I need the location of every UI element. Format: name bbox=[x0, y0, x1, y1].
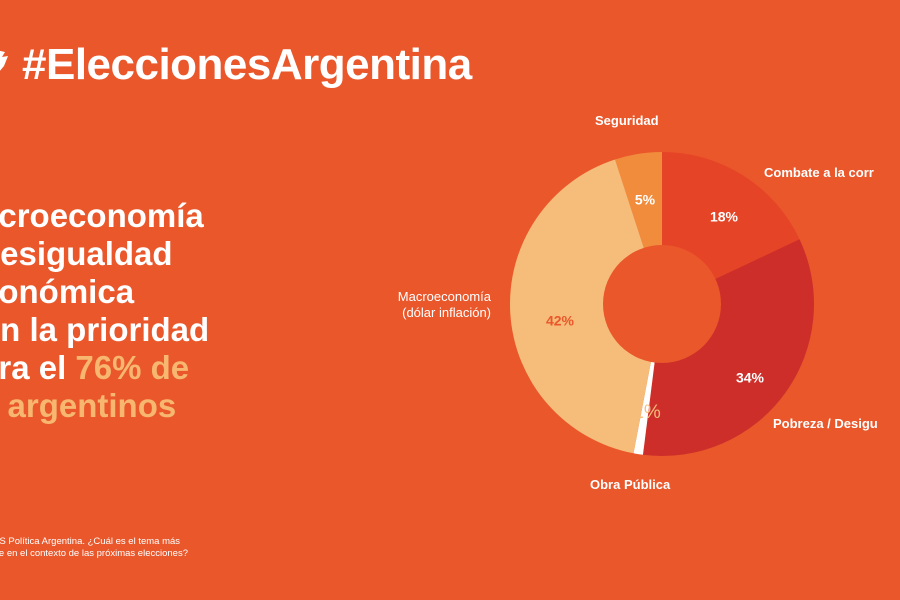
headline-line-6: s argentinos bbox=[0, 387, 177, 424]
category-label-pobreza: Pobreza / Desigu bbox=[773, 416, 878, 431]
category-label-corrupcion: Combate a la corr bbox=[764, 165, 874, 180]
category-label-obra-publica: Obra Pública bbox=[590, 477, 671, 492]
headline: acroeconomía desigualdad conómica on la … bbox=[0, 197, 280, 425]
source-line-2: nte en el contexto de las próximas elecc… bbox=[0, 548, 188, 559]
source-note: TIS Política Argentina. ¿Cuál es el tema… bbox=[0, 536, 188, 560]
headline-highlight: 76% de bbox=[75, 349, 190, 386]
headline-line-4: on la prioridad bbox=[0, 311, 210, 348]
value-label-macroeconomia: 42% bbox=[546, 313, 575, 329]
headline-line-1: acroeconomía bbox=[0, 197, 204, 234]
headline-line-5: ara el 76% de bbox=[0, 349, 280, 387]
donut-hole bbox=[603, 245, 721, 363]
source-line-1: TIS Política Argentina. ¿Cuál es el tema… bbox=[0, 536, 181, 547]
category-label-macroeconomia-1: Macroeconomía bbox=[398, 289, 492, 304]
value-label-obra-publica: 1% bbox=[633, 402, 661, 423]
category-label-macroeconomia-2: (dólar inflación) bbox=[402, 305, 491, 320]
headline-line-2: desigualdad bbox=[0, 235, 173, 272]
headline-line-3: conómica bbox=[0, 273, 135, 310]
value-label-corrupcion: 18% bbox=[710, 209, 739, 225]
hashtag-title: #EleccionesArgentina bbox=[22, 40, 472, 89]
slice-macroeconomia bbox=[509, 159, 662, 454]
headline-line-5-prefix: ara el bbox=[0, 349, 67, 386]
twitter-bird-icon bbox=[0, 50, 8, 71]
value-label-seguridad: 5% bbox=[635, 192, 656, 208]
value-label-pobreza: 34% bbox=[736, 370, 765, 386]
category-label-seguridad: Seguridad bbox=[595, 113, 659, 128]
